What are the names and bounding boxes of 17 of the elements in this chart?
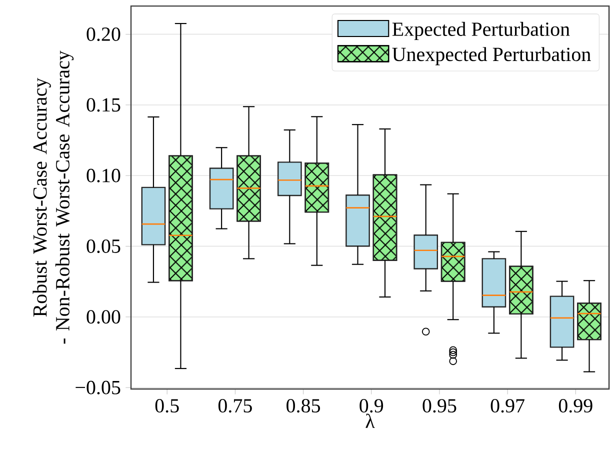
x-tick-label: 0.9 (360, 399, 384, 413)
x-tick-label: 0.99 (558, 399, 592, 413)
legend-label: Unexpected Perturbation (392, 47, 591, 66)
x-tick-label: 0.75 (218, 399, 252, 413)
x-axis-title: λ (366, 414, 375, 428)
legend-label: Expected Perturbation (392, 22, 570, 40)
y-tick-label: 0.00 (86, 310, 120, 324)
y-axis-title: Robust Worst-Case Accuracy - Non-Robust Worst-Case Accuracy (32, 50, 74, 344)
x-tick-label: 0.85 (286, 399, 320, 413)
y-tick-label: 0.10 (86, 168, 120, 182)
x-tick-label: 0.5 (155, 399, 179, 413)
y-tick-label: −0.05 (76, 380, 120, 394)
y-tick-label: 0.05 (86, 239, 120, 254)
y-tick-label: 0.15 (86, 98, 120, 112)
y-tick-label: 0.20 (86, 27, 120, 42)
x-tick-label: 0.97 (490, 399, 524, 413)
x-tick-label: 0.95 (422, 399, 456, 413)
